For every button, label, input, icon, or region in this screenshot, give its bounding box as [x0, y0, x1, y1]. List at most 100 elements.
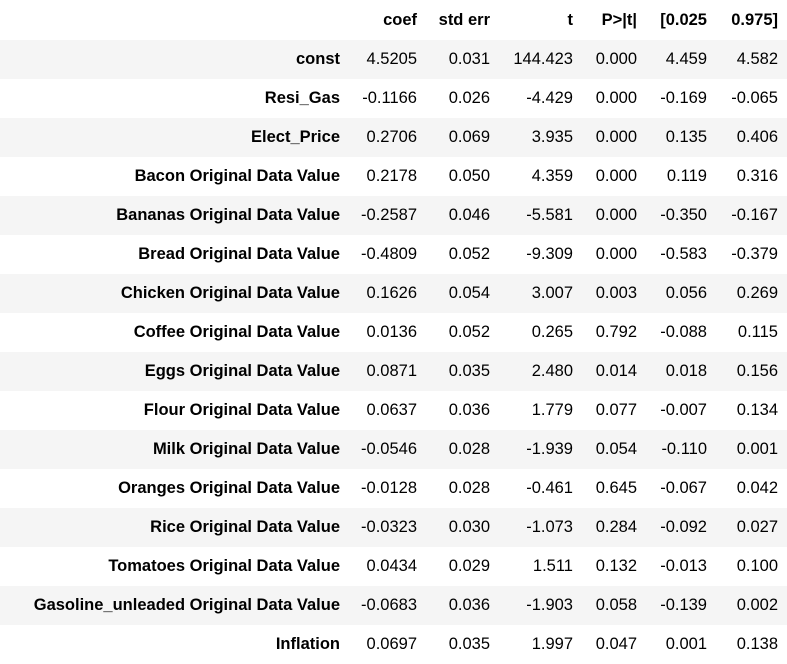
- header-std-err: std err: [438, 10, 490, 29]
- cell-ci-upper: 0.027: [736, 518, 778, 536]
- cell-p-value: 0.645: [595, 479, 637, 497]
- row-label: Tomatoes Original Data Value: [108, 557, 340, 575]
- cell-coef: -0.0683: [361, 596, 417, 614]
- cell-ci-upper: 0.115: [737, 323, 778, 341]
- cell-coef: 0.0434: [366, 557, 417, 575]
- table-row: Resi_Gas -0.1166 0.026 -4.429 0.000 -0.169 -0.…: [0, 79, 787, 118]
- table-row: Flour Original Data Value 0.0637 0.036 1.77…: [0, 391, 787, 430]
- cell-ci-upper: 0.406: [736, 128, 778, 146]
- cell-p-value: 0.000: [595, 245, 637, 263]
- table-row: Gasoline_unleaded Original Data Value -0.…: [0, 586, 787, 625]
- cell-t: 1.779: [531, 401, 573, 419]
- cell-coef: 0.2178: [366, 167, 417, 185]
- cell-ci-upper: 0.134: [736, 401, 778, 419]
- cell-t: -4.429: [526, 89, 573, 107]
- row-label: Elect_Price: [251, 128, 340, 146]
- row-label: Oranges Original Data Value: [118, 479, 340, 497]
- cell-coef: -0.0323: [361, 518, 417, 536]
- cell-p-value: 0.000: [595, 50, 637, 68]
- cell-t: -9.309: [526, 245, 573, 263]
- cell-coef: 0.0871: [366, 362, 417, 380]
- table-row: Coffee Original Data Value 0.0136 0.052 0.2…: [0, 313, 787, 352]
- cell-ci-lower: -0.350: [660, 206, 707, 224]
- cell-ci-lower: 0.001: [665, 635, 707, 653]
- table-row: Eggs Original Data Value 0.0871 0.035 2.480…: [0, 352, 787, 391]
- cell-ci-upper: -0.167: [731, 206, 778, 224]
- cell-coef: -0.4809: [361, 245, 417, 263]
- cell-p-value: 0.000: [595, 128, 637, 146]
- header-index: [0, 0, 349, 40]
- cell-ci-lower: -0.139: [660, 596, 707, 614]
- cell-t: -1.939: [526, 440, 573, 458]
- cell-std-err: 0.036: [448, 596, 490, 614]
- cell-coef: 0.2706: [366, 128, 417, 146]
- cell-std-err: 0.052: [448, 245, 490, 263]
- row-label: Inflation: [275, 635, 340, 653]
- table-row: Bacon Original Data Value 0.2178 0.050 4.35…: [0, 157, 787, 196]
- cell-ci-upper: -0.065: [731, 89, 778, 107]
- cell-std-err: 0.030: [448, 518, 490, 536]
- cell-ci-upper: 0.156: [736, 362, 778, 380]
- cell-ci-upper: 0.002: [736, 596, 778, 614]
- table-row: const 4.5205 0.031 144.423 0.000 4.459 4.582: [0, 40, 787, 79]
- cell-std-err: 0.028: [448, 440, 490, 458]
- cell-p-value: 0.077: [595, 401, 637, 419]
- cell-std-err: 0.028: [448, 479, 490, 497]
- cell-ci-lower: 0.056: [665, 284, 707, 302]
- cell-p-value: 0.003: [595, 284, 637, 302]
- table-row: Rice Original Data Value -0.0323 0.030 -1.0…: [0, 508, 787, 547]
- cell-ci-lower: -0.092: [660, 518, 707, 536]
- row-label: Chicken Original Data Value: [120, 284, 340, 302]
- cell-t: 0.265: [531, 323, 573, 341]
- cell-p-value: 0.284: [595, 518, 637, 536]
- cell-p-value: 0.054: [595, 440, 637, 458]
- cell-t: 4.359: [531, 167, 573, 185]
- cell-ci-lower: -0.088: [660, 323, 707, 341]
- cell-ci-lower: -0.067: [660, 479, 707, 497]
- table-row: Bread Original Data Value -0.4809 0.052 -9.…: [0, 235, 787, 274]
- cell-ci-upper: 0.001: [736, 440, 778, 458]
- cell-ci-lower: 0.119: [666, 167, 707, 185]
- cell-t: 2.480: [531, 362, 573, 380]
- cell-std-err: 0.026: [448, 89, 490, 107]
- cell-p-value: 0.014: [595, 362, 637, 380]
- cell-p-value: 0.058: [595, 596, 637, 614]
- cell-p-value: 0.000: [595, 89, 637, 107]
- cell-coef: -0.0128: [361, 479, 417, 497]
- cell-coef: 0.0136: [366, 323, 417, 341]
- cell-std-err: 0.046: [448, 206, 490, 224]
- cell-ci-upper: 0.138: [736, 635, 778, 653]
- cell-ci-upper: -0.379: [731, 245, 778, 263]
- header-t: t: [567, 10, 574, 29]
- cell-std-err: 0.050: [448, 167, 490, 185]
- cell-ci-lower: -0.007: [660, 401, 707, 419]
- row-label: Coffee Original Data Value: [133, 323, 340, 341]
- table-row: Elect_Price 0.2706 0.069 3.935 0.000 0.135 0.4…: [0, 118, 787, 157]
- header-row: coef std err t P>|t| [0.025 0.975]: [0, 0, 787, 40]
- table-row: Inflation 0.0697 0.035 1.997 0.047 0.001 0.138: [0, 625, 787, 664]
- cell-std-err: 0.069: [448, 128, 490, 146]
- row-label: Gasoline_unleaded Original Data Value: [33, 596, 340, 614]
- cell-coef: 0.1626: [366, 284, 417, 302]
- cell-coef: -0.2587: [361, 206, 417, 224]
- cell-p-value: 0.047: [595, 635, 637, 653]
- row-label: const: [295, 50, 340, 68]
- cell-t: 3.007: [531, 284, 573, 302]
- table-row: Oranges Original Data Value -0.0128 0.028 -…: [0, 469, 787, 508]
- table-row: Milk Original Data Value -0.0546 0.028 -1.9…: [0, 430, 787, 469]
- row-label: Resi_Gas: [264, 89, 340, 107]
- row-label: Bananas Original Data Value: [116, 206, 340, 224]
- cell-coef: 0.0697: [366, 635, 417, 653]
- cell-p-value: 0.132: [595, 557, 637, 575]
- cell-ci-upper: 0.269: [736, 284, 778, 302]
- cell-t: 3.935: [531, 128, 573, 146]
- cell-ci-upper: 4.582: [736, 50, 778, 68]
- cell-ci-lower: 4.459: [665, 50, 707, 68]
- cell-ci-lower: -0.169: [660, 89, 707, 107]
- cell-ci-lower: -0.110: [661, 440, 707, 458]
- cell-coef: -0.0546: [361, 440, 417, 458]
- cell-ci-lower: 0.135: [665, 128, 707, 146]
- row-label: Eggs Original Data Value: [144, 362, 340, 380]
- cell-std-err: 0.035: [448, 635, 490, 653]
